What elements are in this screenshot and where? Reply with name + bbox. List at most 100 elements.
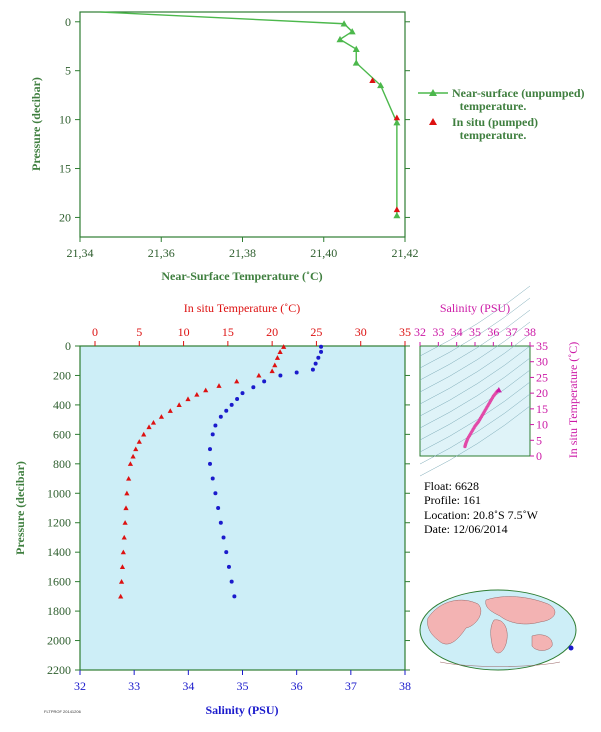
profile-plot-frame (79, 345, 406, 671)
pressure-tick-label: 2000 (47, 634, 71, 648)
salinity-point (208, 447, 212, 452)
float-id-text: Float: 6628 (424, 479, 479, 493)
ts-y-tick-label: 35 (536, 339, 548, 353)
salinity-point (218, 414, 223, 419)
salinity-point (278, 373, 283, 378)
density-contour (419, 369, 531, 441)
salinity-point (210, 432, 215, 437)
map-float-location-marker (568, 645, 574, 651)
pressure-tick-label: 0 (65, 339, 71, 353)
salinity-point (213, 423, 218, 428)
salinity-tick-label: 34 (182, 679, 194, 693)
footer-note: FLTPROF 20141206 (44, 709, 82, 714)
profile-y-axis-label: Pressure (decibar) (13, 461, 27, 555)
ts-y-tick-label: 10 (536, 418, 548, 432)
profile-bottom-x-axis-label: Salinity (PSU) (205, 703, 278, 717)
salinity-tick-label: 33 (128, 679, 140, 693)
salinity-point (316, 355, 321, 360)
temperature-point (158, 414, 165, 419)
ns-y-tick-label: 10 (59, 113, 71, 127)
ts-y-tick-label: 15 (536, 402, 548, 416)
legend-label-in-situ-line2: temperature. (460, 128, 527, 142)
salinity-point (240, 391, 245, 396)
temp-tick-label: 20 (266, 325, 278, 339)
salinity-tick-label: 32 (74, 679, 86, 693)
temp-tick-label: 30 (355, 325, 367, 339)
pressure-tick-label: 600 (53, 427, 71, 441)
density-contour (419, 333, 531, 405)
ts-y-tick-label: 20 (536, 386, 548, 400)
ts-x-axis-label: Salinity (PSU) (440, 301, 510, 315)
temperature-point (122, 520, 128, 525)
temperature-point (281, 344, 287, 349)
salinity-point (213, 491, 218, 496)
ns-x-tick-label: 21,42 (392, 246, 419, 260)
date-text: Date: 12/06/2014 (424, 522, 508, 536)
density-contour (419, 297, 531, 369)
salinity-tick-label: 37 (345, 679, 357, 693)
temp-tick-label: 15 (222, 325, 234, 339)
ts-x-tick-label: 32 (414, 325, 426, 339)
temp-tick-label: 5 (136, 325, 142, 339)
salinity-point (208, 461, 212, 466)
salinity-point (235, 397, 240, 402)
ns-y-tick-label: 20 (59, 210, 71, 224)
map-land-americas (427, 599, 482, 645)
temperature-point (277, 349, 283, 354)
salinity-point (319, 349, 324, 354)
temp-tick-label: 0 (92, 325, 98, 339)
ns-point (377, 81, 385, 89)
temperature-point (130, 453, 136, 459)
float-info: Float: 6628 Profile: 161 Location: 20.8˚… (424, 479, 539, 536)
temperature-point (203, 387, 209, 393)
salinity-point (216, 506, 221, 510)
salinity-point (218, 520, 223, 525)
ts-y-tick-label: 25 (536, 370, 548, 384)
density-contour (419, 321, 531, 393)
in-situ-point (393, 114, 401, 121)
ts-y-tick-label: 0 (536, 449, 542, 463)
ns-x-tick-label: 21,40 (310, 246, 337, 260)
temperature-point (118, 593, 124, 599)
ns-point (352, 45, 360, 52)
ns-y-tick-label: 15 (59, 162, 71, 176)
salinity-point (221, 535, 226, 540)
legend-label-in-situ-line1: In situ (pumped) (452, 115, 538, 129)
ts-y-axis-label: In situ Temperature (˚C) (566, 342, 580, 459)
ts-y-tick-label: 5 (536, 433, 542, 447)
near-surface-legend: Near-surface (unpumped) temperature. In … (418, 86, 585, 142)
temperature-point (124, 490, 130, 496)
temp-tick-label: 10 (178, 325, 190, 339)
temperature-point (127, 461, 134, 466)
salinity-point (262, 379, 267, 384)
pressure-tick-label: 1000 (47, 486, 71, 500)
ns-x-tick-label: 21,36 (148, 246, 175, 260)
salinity-point (224, 550, 229, 555)
ts-x-tick-label: 34 (451, 325, 463, 339)
temperature-point (150, 419, 157, 425)
ns-point (348, 28, 356, 35)
salinity-point (210, 476, 215, 481)
ts-x-tick-label: 33 (432, 325, 444, 339)
ns-point (340, 20, 348, 27)
map-land-australia (531, 634, 553, 651)
ts-x-tick-label: 36 (487, 325, 499, 339)
pressure-tick-label: 1400 (47, 545, 71, 559)
temperature-point (176, 402, 182, 407)
salinity-tick-label: 38 (399, 679, 411, 693)
temperature-point (256, 372, 262, 378)
salinity-point (251, 385, 256, 390)
ns-x-tick-label: 21,38 (229, 246, 256, 260)
ts-x-tick-label: 38 (524, 325, 536, 339)
temp-tick-label: 25 (310, 325, 322, 339)
temperature-point (136, 439, 142, 444)
temperature-point (269, 368, 275, 374)
near-surface-y-axis-label: Pressure (decibar) (29, 77, 43, 171)
temperature-point (274, 355, 281, 360)
density-contour (419, 345, 531, 417)
temperature-point (133, 446, 139, 452)
pressure-tick-label: 200 (53, 368, 71, 382)
temperature-point (120, 549, 126, 555)
